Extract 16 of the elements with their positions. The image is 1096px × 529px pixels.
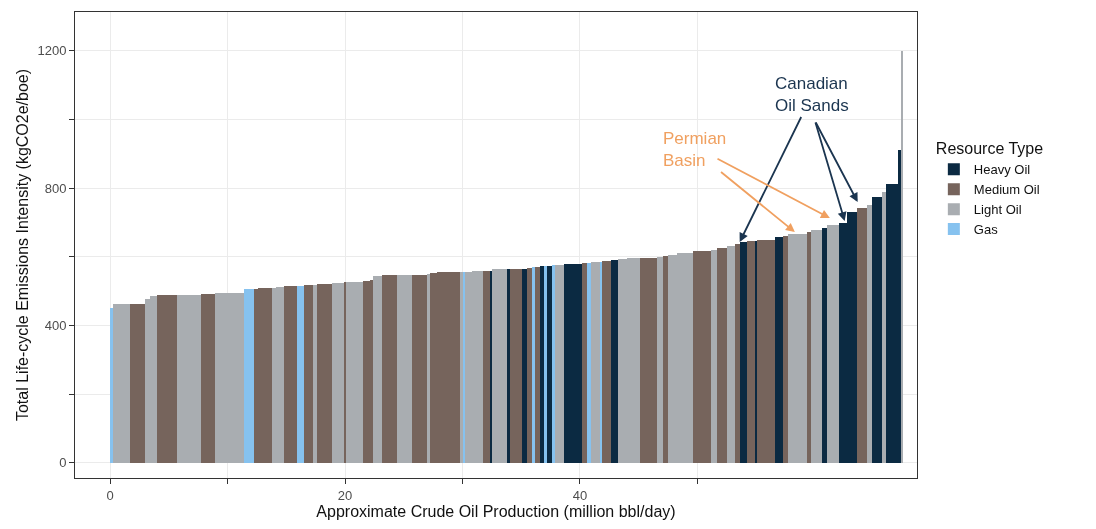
legend-label: Light Oil — [973, 202, 1022, 218]
x-tick-label: 0 — [106, 487, 114, 503]
legend-label: Gas — [973, 222, 999, 238]
y-axis-title: Total Life-cycle Emissions Intensity (kgCO2e/boe) — [14, 68, 32, 422]
y-tick-label: 1200 — [37, 43, 67, 59]
x-tick-label: 40 — [572, 487, 588, 503]
legend-label: Heavy Oil — [973, 162, 1031, 178]
y-tick-label: 0 — [59, 455, 67, 471]
annotation: Permian Basin — [663, 129, 727, 171]
y-tick-label: 400 — [44, 318, 67, 334]
x-axis-title: Approximate Crude Oil Production (million bbl/day) — [316, 502, 676, 520]
annotation: Canadian Oil Sands — [775, 74, 849, 116]
x-tick-label: 20 — [337, 487, 353, 503]
y-tick-label: 800 — [44, 180, 67, 196]
legend-label: Medium Oil — [973, 182, 1040, 198]
legend-title: Resource Type — [935, 140, 1044, 158]
